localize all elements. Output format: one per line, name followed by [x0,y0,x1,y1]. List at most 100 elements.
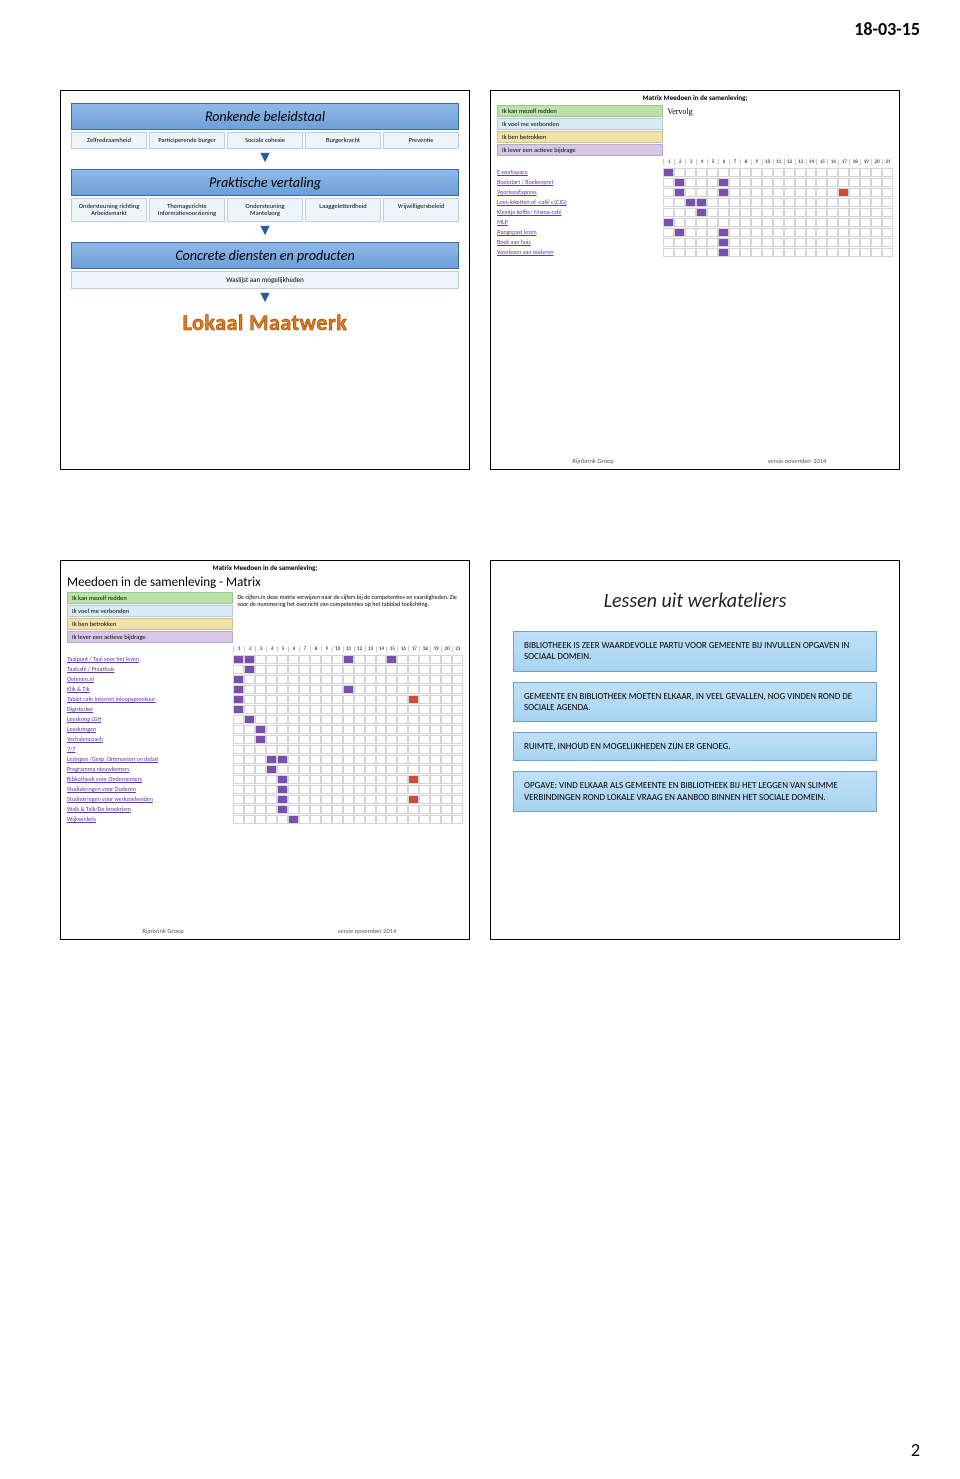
matrix-cell [266,755,277,764]
matrix-cell [266,655,277,664]
col-num: 6 [288,646,299,652]
matrix-cell [751,238,762,247]
matrix-cell [441,685,452,694]
matrix-cell [386,715,397,724]
matrix-cell [332,755,343,764]
matrix-cell [244,695,255,704]
matrix-cell [255,725,266,734]
matrix-cell [729,188,740,197]
lesson-item: GEMEENTE EN BIBLIOTHEEK MOETEN ELKAAR, I… [513,682,877,723]
matrix-cell [430,745,441,754]
matrix-cell [827,168,838,177]
matrix-cell [288,715,299,724]
matrix-cell [397,765,408,774]
matrix-cell [816,238,827,247]
matrix-cell [663,238,674,247]
matrix-cell [430,815,441,824]
matrix-cell [685,228,696,237]
matrix-cell [696,168,707,177]
matrix-row: Studiekringen voor Ouderen [67,785,463,794]
matrix-cell [321,765,332,774]
matrix-row-label: Studiekringen voor Ouderen [67,785,233,794]
matrix-cell [816,218,827,227]
matrix-row: Boekstart / Boekenpret [497,178,893,187]
matrix-cell [332,775,343,784]
matrix-cell [354,685,365,694]
matrix-cell [299,815,310,824]
matrix-row-grid [233,725,463,734]
matrix-cell [343,815,354,824]
matrix-cell [321,705,332,714]
matrix-cell [751,248,762,257]
matrix-cell [419,695,430,704]
matrix-cell [343,715,354,724]
matrix-cell [277,685,288,694]
matrix-cell [365,695,376,704]
col-num: 5 [707,159,718,165]
matrix-row-grid [233,795,463,804]
matrix-cell [233,685,244,694]
matrix-cell [718,218,729,227]
matrix-cell [299,745,310,754]
matrix-cell [441,705,452,714]
col-num: 8 [740,159,751,165]
matrix-cell [729,218,740,227]
matrix-cell [343,695,354,704]
matrix-row-grid [663,228,893,237]
matrix-cell [354,765,365,774]
col-num: 7 [299,646,310,652]
matrix-cell [674,228,685,237]
matrix-row-label: Lees-loketten of -café's (CJG) [497,198,663,207]
col-num: 8 [310,646,321,652]
matrix-footer: Rijnbrink Groep versie november 2014 [491,457,899,465]
matrix-row-label: Programma nieuwkomers [67,765,233,774]
col-num: 9 [751,159,762,165]
matrix-cell [299,725,310,734]
matrix-cell [354,695,365,704]
matrix-cell [871,198,882,207]
cell: Laaggeletterdheid [305,198,381,222]
matrix-cell [762,228,773,237]
matrix-cell [354,775,365,784]
matrix-row-grid [233,695,463,704]
matrix-cell [299,735,310,744]
matrix-cell [751,168,762,177]
matrix-cell [386,765,397,774]
matrix-cell [838,218,849,227]
matrix-cell [452,695,463,704]
matrix-cell [419,805,430,814]
matrix-cell [365,705,376,714]
matrix-row-label: Digisterker [67,705,233,714]
matrix-cell [740,238,751,247]
matrix-cell [707,218,718,227]
matrix-cell [795,208,806,217]
matrix-cell [696,178,707,187]
matrix-cell [441,715,452,724]
matrix-row-grid [663,188,893,197]
matrix-cell [321,815,332,824]
matrix-cell [343,675,354,684]
matrix-row: Studiekringen voor werkzoekenden [67,795,463,804]
matrix-cell [386,805,397,814]
matrix-cell [452,795,463,804]
matrix-cell [255,685,266,694]
matrix-cell [729,168,740,177]
matrix-cell [386,725,397,734]
matrix-cell [707,198,718,207]
matrix-cell [332,725,343,734]
matrix-cell [233,695,244,704]
matrix-cell [365,795,376,804]
matrix-topline: Matrix Meedoen in de samenleving; [491,93,899,102]
matrix-cell [408,795,419,804]
matrix-cell [685,188,696,197]
matrix-cell [310,735,321,744]
matrix-row: Leeskringen [67,725,463,734]
matrix-cell [266,815,277,824]
matrix-cell [751,208,762,217]
matrix-cell [277,695,288,704]
matrix-cell [288,785,299,794]
row-praktisch: Ondersteuning richting Arbeidsmarkt Them… [71,198,459,222]
matrix-cell [806,168,817,177]
matrix-cell [332,695,343,704]
matrix-cell [718,168,729,177]
